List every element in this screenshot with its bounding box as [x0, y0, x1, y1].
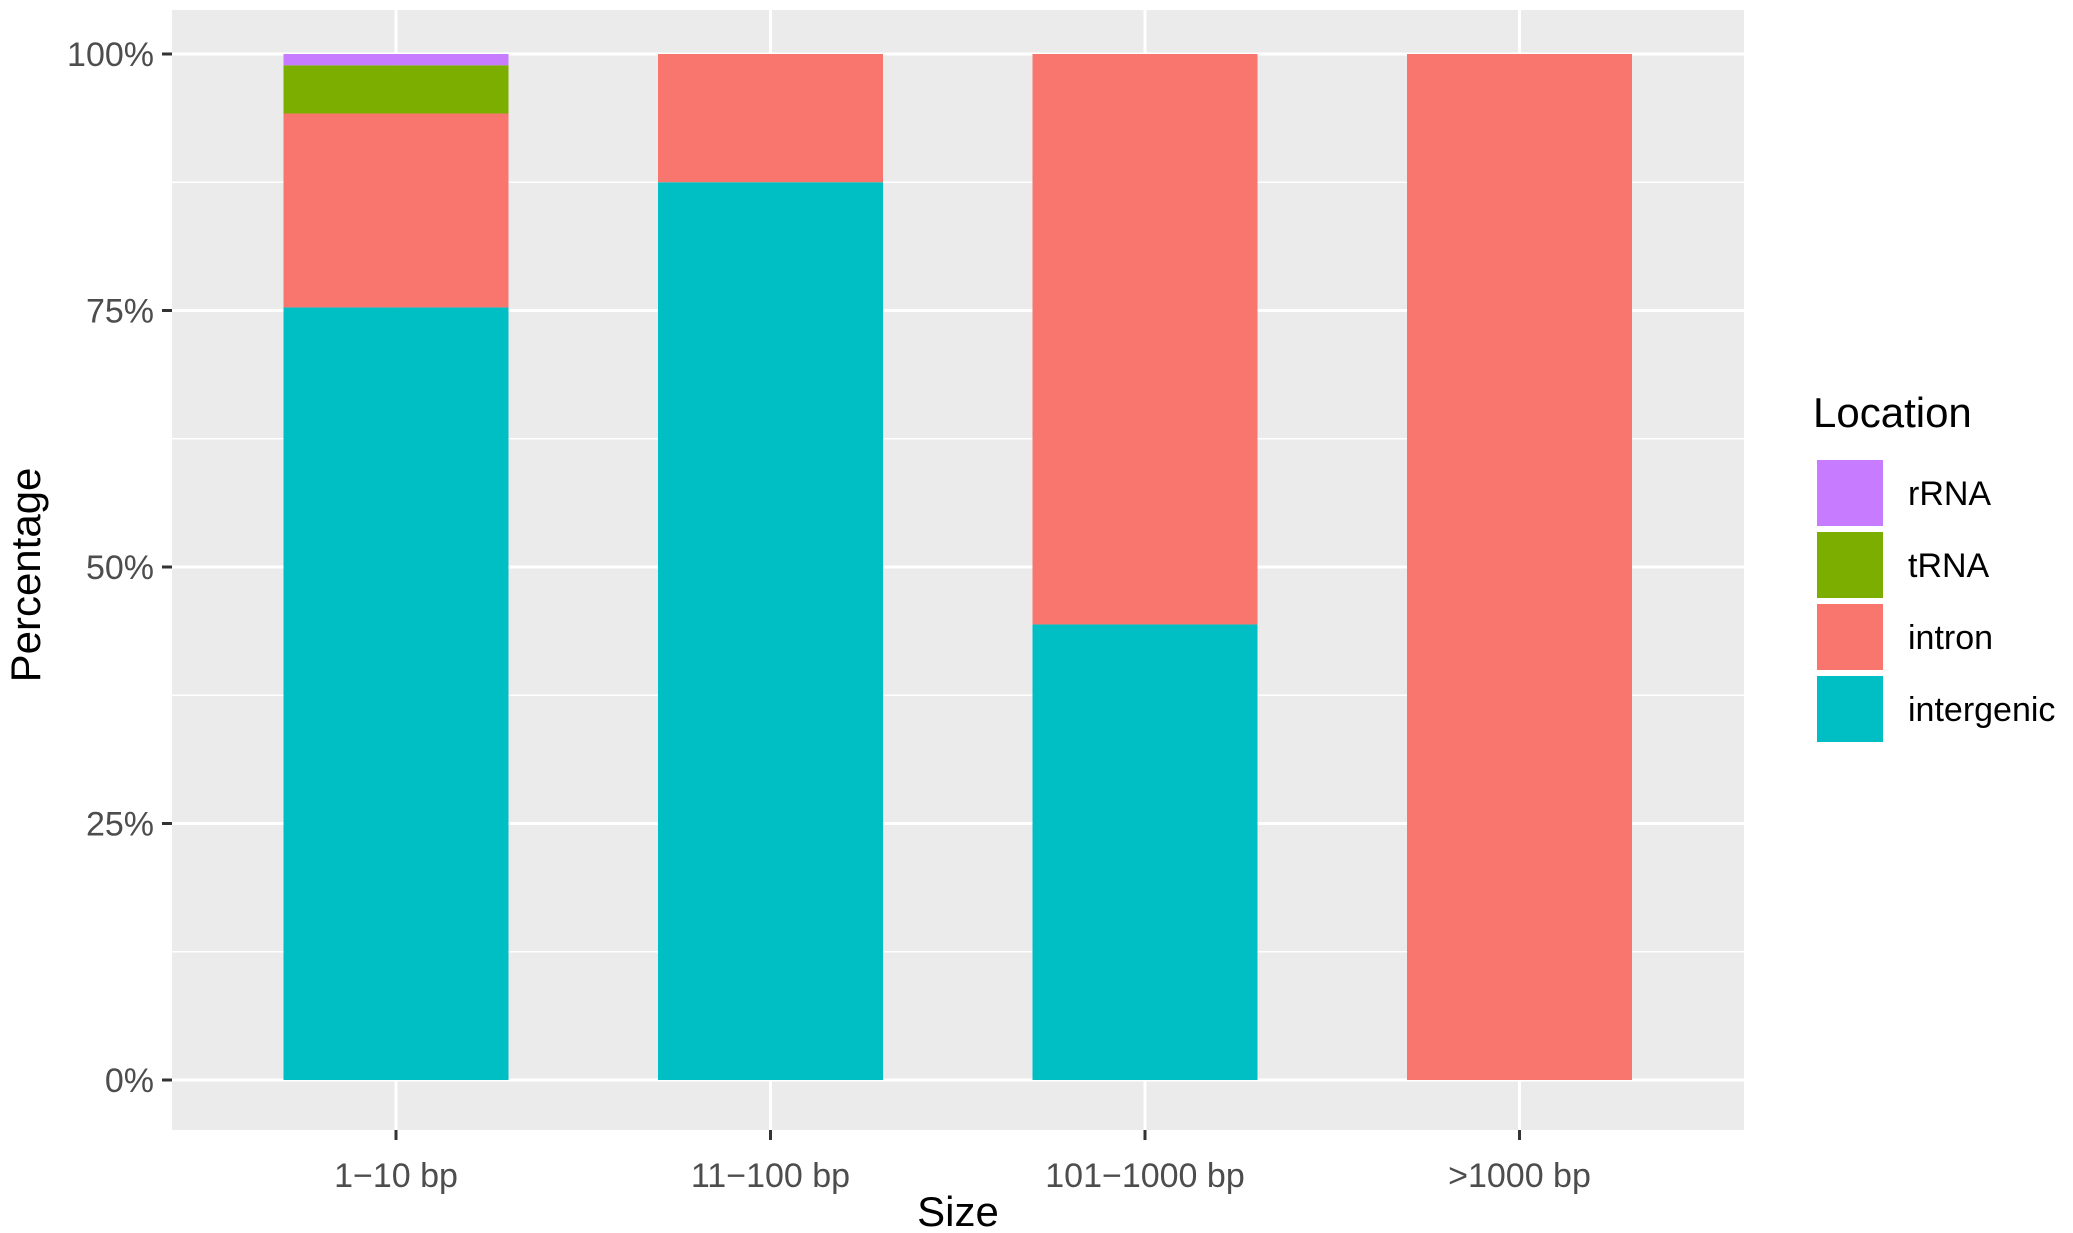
legend-label: rRNA — [1908, 475, 1991, 513]
bar-segment-tRNA — [283, 65, 509, 114]
y-tick-label: 75% — [86, 293, 154, 331]
legend-title: Location — [1813, 389, 1972, 436]
legend-key-rRNA — [1817, 460, 1883, 526]
x-axis-title: Size — [917, 1188, 999, 1233]
x-axis: 1−10 bp 11−100 bp 101−1000 bp >1000 bp — [334, 1130, 1591, 1195]
bar-segment-intergenic — [1032, 624, 1258, 1080]
y-axis: 0% 25% 50% 75% 100% — [67, 36, 172, 1100]
bar-segment-intron — [1032, 54, 1258, 625]
y-axis-title: Percentage — [2, 468, 49, 683]
bar-segment-intron — [658, 54, 883, 183]
y-tick-label: 0% — [105, 1062, 154, 1100]
x-tick-label: 101−1000 bp — [1045, 1157, 1244, 1195]
legend-label: intergenic — [1908, 691, 2055, 729]
legend: Location rRNA tRNA intron intergenic — [1813, 389, 2055, 742]
y-tick-label: 100% — [67, 36, 154, 74]
legend-key-tRNA — [1817, 532, 1883, 598]
legend-key-intron — [1817, 604, 1883, 670]
legend-label: tRNA — [1908, 547, 1990, 585]
x-tick-label: 1−10 bp — [334, 1157, 458, 1195]
bar-segment-rRNA — [283, 54, 509, 66]
y-tick-label: 25% — [86, 806, 154, 844]
bar-segment-intergenic — [658, 182, 883, 1080]
bar-segment-intergenic — [283, 307, 509, 1080]
y-tick-label: 50% — [86, 549, 154, 587]
bar-segment-intron — [283, 113, 509, 308]
x-tick-label: >1000 bp — [1448, 1157, 1591, 1195]
bars — [283, 54, 1632, 1080]
bar-segment-intron — [1407, 54, 1632, 1080]
legend-key-intergenic — [1817, 676, 1883, 742]
legend-label: intron — [1908, 619, 1993, 657]
x-tick-label: 11−100 bp — [691, 1157, 850, 1195]
